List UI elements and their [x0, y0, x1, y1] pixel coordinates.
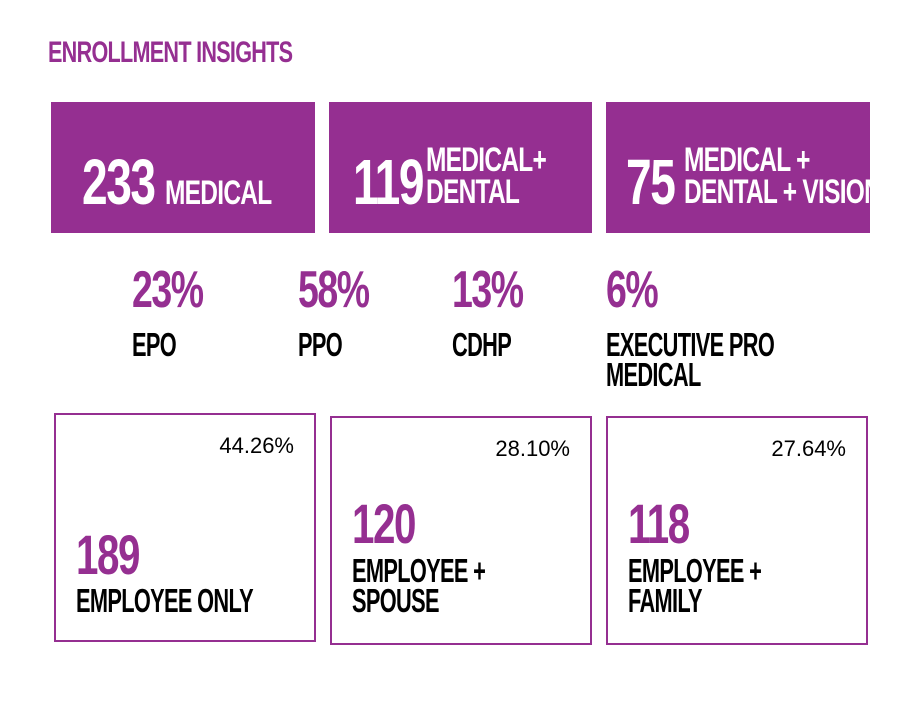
- plan-name: EXECUTIVE PRO MEDICAL: [606, 326, 775, 393]
- plan-percent: 13%: [452, 261, 524, 319]
- coverage-count: 75: [626, 146, 676, 218]
- coverage-count: 119: [353, 146, 424, 218]
- coverage-label: MEDICAL + DENTAL + VISION: [684, 141, 870, 211]
- plan-percent: 23%: [132, 261, 204, 319]
- plan-name: CDHP: [452, 326, 512, 363]
- coverage-card-medical-dental: 119 MEDICAL+ DENTAL: [329, 102, 592, 233]
- coverage-label: MEDICAL: [165, 174, 272, 212]
- coverage-card-medical: 233 MEDICAL: [51, 102, 315, 233]
- tier-card-employee-family: 27.64% 118 EMPLOYEE + FAMILY: [606, 416, 868, 645]
- coverage-label-line: DENTAL: [426, 173, 520, 211]
- plan-name-line: EPO: [132, 326, 177, 363]
- plan-name-line: EXECUTIVE PRO: [606, 326, 775, 363]
- coverage-label-line: MEDICAL+: [426, 141, 547, 179]
- plan-name: EPO: [132, 326, 177, 363]
- page-title: ENROLLMENT INSIGHTS: [48, 36, 293, 69]
- tier-label-line: EMPLOYEE ONLY: [76, 582, 254, 619]
- plan-percent: 58%: [298, 261, 370, 319]
- plan-name: PPO: [298, 326, 343, 363]
- coverage-card-medical-dental-vision: 75 MEDICAL + DENTAL + VISION: [606, 102, 870, 233]
- plan-name-line: PPO: [298, 326, 343, 363]
- tier-label-line: FAMILY: [628, 582, 703, 619]
- coverage-label-line: MEDICAL: [165, 174, 272, 212]
- tier-label-line: EMPLOYEE +: [352, 552, 486, 589]
- tier-count: 120: [352, 492, 416, 555]
- tier-count: 118: [628, 492, 690, 555]
- coverage-label: MEDICAL+ DENTAL: [426, 141, 547, 211]
- coverage-label-line: DENTAL + VISION: [684, 173, 870, 211]
- plan-name-line: CDHP: [452, 326, 512, 363]
- tier-count: 189: [76, 523, 140, 586]
- tier-label-line: EMPLOYEE +: [628, 552, 762, 589]
- plan-name-line: MEDICAL: [606, 356, 701, 393]
- plan-percent: 6%: [606, 261, 659, 319]
- tier-label-line: SPOUSE: [352, 582, 439, 619]
- coverage-label-line: MEDICAL +: [684, 141, 810, 179]
- tier-label: EMPLOYEE + SPOUSE: [352, 552, 486, 619]
- tier-label: EMPLOYEE + FAMILY: [628, 552, 762, 619]
- coverage-count: 233: [82, 146, 156, 218]
- tier-share: 28.10%: [495, 436, 570, 461]
- tier-card-employee-only: 44.26% 189 EMPLOYEE ONLY: [54, 413, 316, 642]
- tier-share: 27.64%: [771, 436, 846, 461]
- tier-label: EMPLOYEE ONLY: [76, 582, 254, 619]
- tier-share: 44.26%: [219, 433, 294, 458]
- tier-card-employee-spouse: 28.10% 120 EMPLOYEE + SPOUSE: [330, 416, 592, 645]
